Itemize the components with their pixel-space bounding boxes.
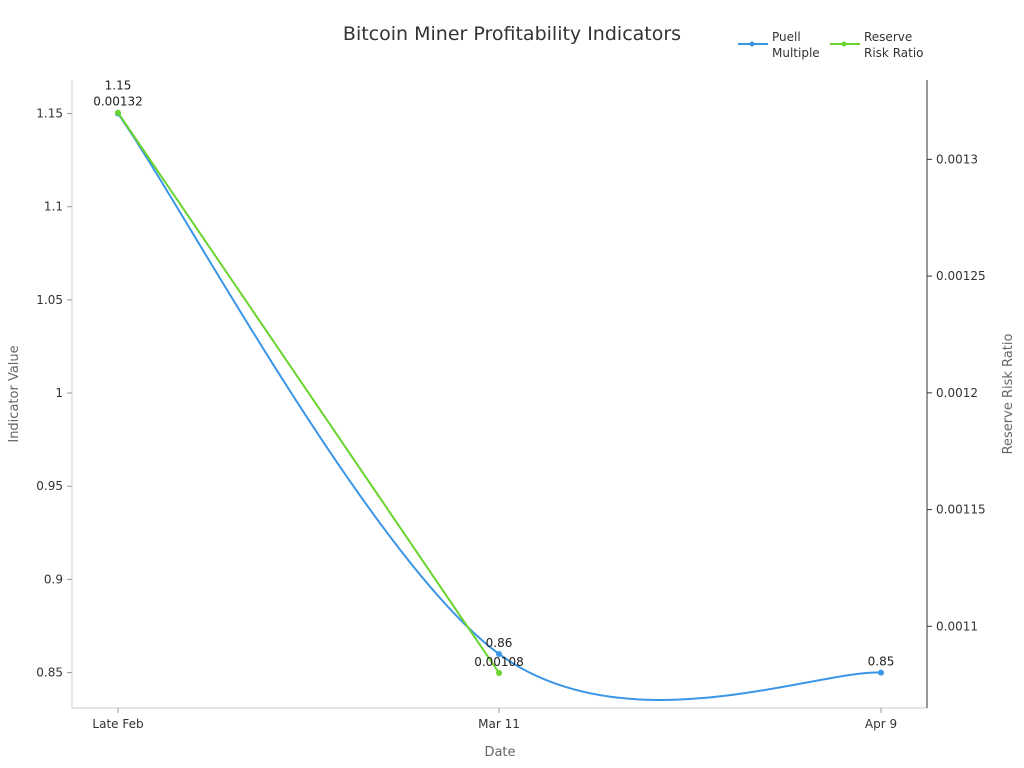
x-tick-label: Mar 11 xyxy=(478,717,520,731)
reserve-risk-ratio-point xyxy=(496,669,502,676)
y2-tick-label: 0.0011 xyxy=(936,619,978,633)
puell-multiple-line xyxy=(117,112,882,701)
reserve-risk-ratio-data-label: 0.00108 xyxy=(474,655,524,669)
series-group: 1.15 0.86 0.85 0.00132 0.00108 xyxy=(93,79,895,701)
y2-tick-label: 0.00125 xyxy=(936,269,986,283)
legend-label-puell-multiple: Puell xyxy=(772,30,801,44)
y-tick-label: 1 xyxy=(55,386,63,400)
y-tick-label: 1.05 xyxy=(36,293,63,307)
reserve-risk-ratio-line xyxy=(117,112,500,674)
y2-tick-label: 0.0013 xyxy=(936,152,978,166)
puell-multiple-data-label: 0.86 xyxy=(486,636,513,650)
y2-axis-label: Reserve Risk Ratio xyxy=(1001,334,1016,455)
legend-label-reserve-risk-ratio: Reserve xyxy=(864,30,912,44)
x-tick-label: Late Feb xyxy=(92,717,143,731)
y-tick-label: 0.85 xyxy=(36,666,63,680)
legend-label-reserve-risk-ratio: Risk Ratio xyxy=(864,46,924,60)
y-axis-label: Indicator Value xyxy=(7,345,22,442)
y2-tick-label: 0.00115 xyxy=(936,503,986,517)
reserve-risk-ratio-data-label: 0.00132 xyxy=(93,95,143,109)
chart-title: Bitcoin Miner Profitability Indicators xyxy=(343,23,681,45)
puell-multiple-point xyxy=(878,669,884,676)
x-tick-label: Apr 9 xyxy=(865,717,897,731)
axes: 0.85 0.9 0.95 1 1.05 1.1 1.15 0.0011 0.00115 0.00… xyxy=(36,80,986,731)
legend-marker-puell-multiple xyxy=(749,41,755,47)
legend: Puell Multiple Reserve Risk Ratio xyxy=(738,30,924,60)
y-tick-label: 1.15 xyxy=(36,107,63,121)
legend-label-puell-multiple: Multiple xyxy=(772,46,820,60)
y-tick-label: 1.1 xyxy=(44,200,63,214)
legend-marker-reserve-risk-ratio xyxy=(841,41,847,47)
reserve-risk-ratio-point xyxy=(115,109,121,116)
y2-tick-label: 0.0012 xyxy=(936,386,978,400)
puell-multiple-data-label: 1.15 xyxy=(105,79,132,93)
y-tick-label: 0.9 xyxy=(44,572,63,586)
puell-multiple-point xyxy=(496,650,502,657)
puell-multiple-data-label: 0.85 xyxy=(868,655,895,669)
x-axis-label: Date xyxy=(484,745,515,760)
y-tick-label: 0.95 xyxy=(36,479,63,493)
